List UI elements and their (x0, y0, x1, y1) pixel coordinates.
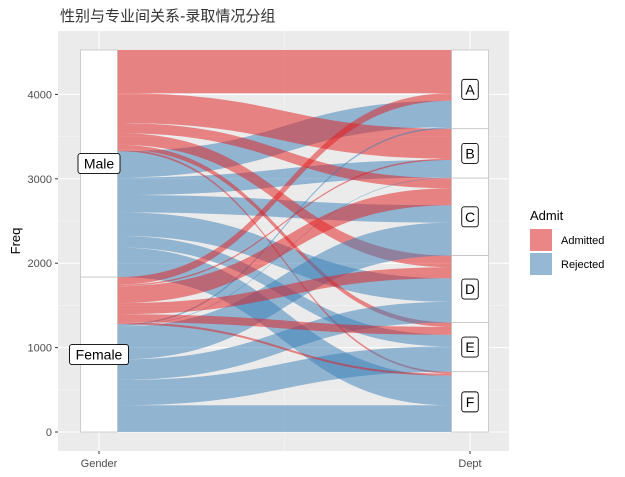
flow-female-b-admitted (117, 158, 452, 287)
flow-female-c-admitted (117, 188, 452, 304)
stratum-label-c: C (465, 209, 475, 225)
legend-key-rejected (530, 253, 552, 275)
flow-male-a-admitted (117, 50, 452, 94)
flow-female-d-rejected (117, 301, 452, 381)
stratum-label-box-b (461, 142, 479, 164)
flow-female-a-rejected (117, 127, 452, 326)
stratum-label-e: E (465, 339, 474, 355)
flow-male-c-admitted (117, 123, 452, 189)
x-axis: Gender Dept (81, 451, 482, 470)
stratum-label-box-c (461, 206, 479, 228)
flow-female-e-rejected (117, 346, 452, 406)
stratum-label-box-male (77, 153, 121, 175)
flow-male-d-admitted (117, 133, 452, 268)
flow-female-d-admitted (117, 267, 452, 315)
stratum-label-box-female (69, 344, 129, 366)
legend-label-admitted: Admitted (561, 235, 604, 247)
y-tick-label: 4000 (28, 89, 52, 101)
y-tick-label: 2000 (28, 258, 52, 270)
flow-female-e-admitted (117, 314, 452, 335)
flow-male-f-admitted (117, 149, 452, 374)
legend-label-rejected: Rejected (561, 259, 604, 271)
legend-key-admitted (530, 229, 552, 251)
flow-female-f-admitted (117, 322, 452, 376)
stratum-label-box-e (461, 336, 479, 358)
stratum-label-box-a (461, 78, 479, 100)
stratum-label-b: B (465, 145, 474, 161)
y-tick-label: 1000 (28, 343, 52, 355)
flow-female-a-admitted (117, 93, 452, 285)
stratum-label-box-d (461, 278, 479, 300)
y-axis-label: Freq (8, 228, 23, 255)
stratum-label-f: F (466, 394, 475, 410)
y-tick-label: 3000 (28, 174, 52, 186)
flows (117, 50, 452, 432)
stratum-label-d: D (465, 281, 475, 297)
legend-title: Admit (530, 208, 564, 223)
stratum-label-male: Male (84, 156, 115, 172)
flow-male-e-admitted (117, 144, 452, 327)
chart-title: 性别与专业间关系-录取情况分组 (60, 7, 275, 25)
x-tick-label-dept: Dept (458, 458, 481, 470)
stratum-label-a: A (465, 81, 475, 97)
flow-male-b-rejected (117, 159, 452, 196)
x-tick-label-gender: Gender (81, 458, 118, 470)
stratum-label-female: Female (76, 347, 123, 363)
legend: Admit Admitted Rejected (530, 208, 604, 275)
y-axis: 0 1000 2000 3000 4000 (28, 89, 58, 439)
y-tick-label: 0 (46, 427, 52, 439)
stratum-label-box-f (461, 391, 479, 413)
flow-male-b-admitted (117, 93, 452, 159)
flow-male-c-rejected (117, 195, 452, 223)
strata: Male Female A B C D E F (69, 49, 489, 433)
flow-female-f-rejected (117, 405, 452, 432)
